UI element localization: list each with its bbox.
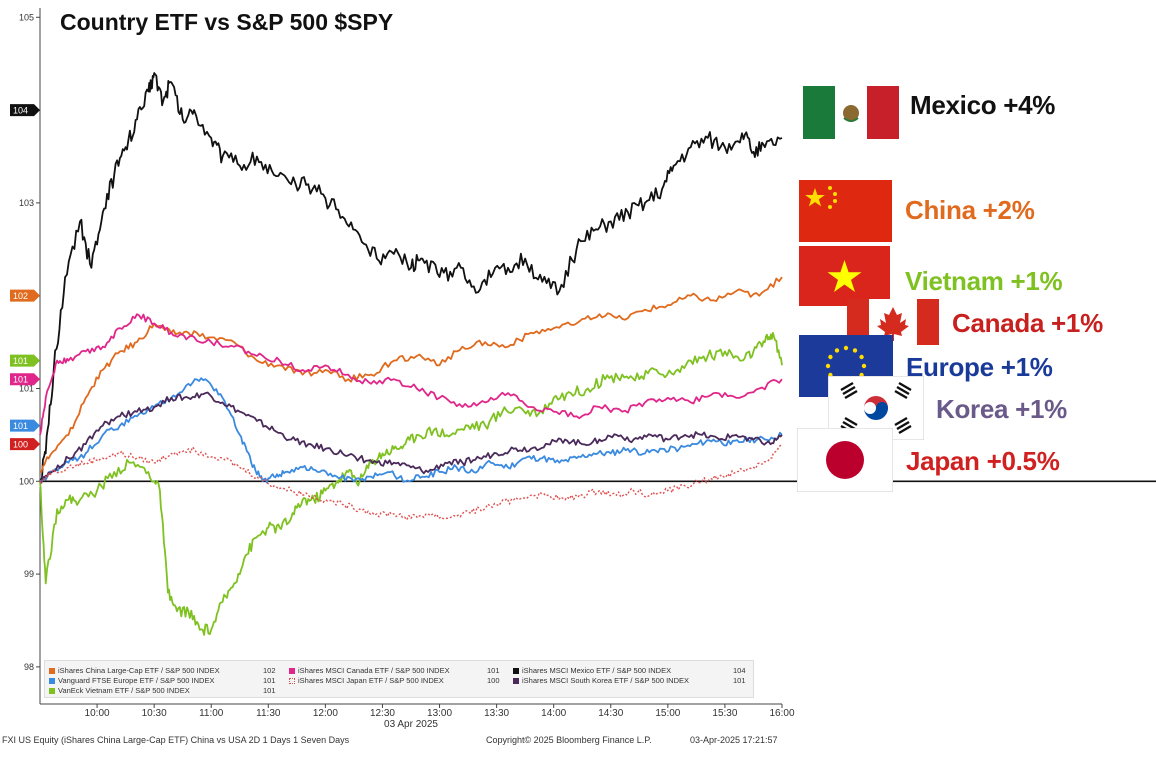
x-tick-label: 14:30: [598, 708, 623, 719]
legend-item-europe: Vanguard FTSE Europe ETF / S&P 500 INDEX: [49, 676, 214, 685]
x-tick-label: 15:30: [712, 708, 737, 719]
legend-swatch: [513, 678, 519, 684]
chart-legend: iShares China Large-Cap ETF / S&P 500 IN…: [44, 660, 754, 698]
annotation-korea: Korea +1%: [936, 394, 1067, 424]
legend-value-japan: 100: [487, 676, 500, 685]
x-tick-label: 12:00: [313, 708, 338, 719]
annotation-mexico: Mexico +4%: [910, 90, 1056, 120]
axis-value-tag-label: 101: [13, 375, 28, 385]
chart-title: Country ETF vs S&P 500 $SPY: [60, 9, 393, 35]
legend-item-mexico: iShares MSCI Mexico ETF / S&P 500 INDEX: [513, 666, 671, 675]
x-tick-label: 13:30: [484, 708, 509, 719]
x-tick-label: 14:00: [541, 708, 566, 719]
y-tick-label: 103: [19, 198, 34, 208]
legend-swatch: [289, 678, 295, 684]
legend-label: VanEck Vietnam ETF / S&P 500 INDEX: [58, 686, 190, 695]
legend-swatch: [289, 668, 295, 674]
axis-value-tag: [10, 289, 40, 302]
series-line: [40, 276, 783, 473]
y-tick-label: 101: [19, 383, 34, 393]
eu-star-icon: [852, 348, 858, 353]
axis-value-tag-label: 101: [13, 421, 28, 431]
legend-item-vietnam: VanEck Vietnam ETF / S&P 500 INDEX: [49, 686, 190, 695]
mexico-flag-icon: [803, 86, 899, 139]
japan-flag-icon: [797, 428, 893, 492]
legend-item-canada: iShares MSCI Canada ETF / S&P 500 INDEX: [289, 666, 450, 675]
legend-swatch: [49, 668, 55, 674]
legend-value-china: 102: [263, 666, 276, 675]
legend-item-korea: iShares MSCI South Korea ETF / S&P 500 I…: [513, 676, 689, 685]
legend-value-korea: 101: [733, 676, 746, 685]
legend-label: iShares MSCI Canada ETF / S&P 500 INDEX: [298, 666, 450, 675]
axis-value-tag: [10, 354, 40, 367]
annotation-canada: Canada +1%: [952, 308, 1103, 338]
axis-value-tag: [10, 438, 40, 451]
legend-value-vietnam: 101: [263, 686, 276, 695]
y-tick-label: 105: [19, 12, 34, 22]
footer-copyright: Copyright© 2025 Bloomberg Finance L.P.: [486, 735, 652, 745]
annotation-china: China +2%: [905, 195, 1035, 225]
axis-value-tag-label: 100: [13, 440, 28, 450]
x-tick-label: 12:30: [370, 708, 395, 719]
footer-timestamp: 03-Apr-2025 17:21:57: [690, 735, 778, 745]
legend-swatch: [49, 678, 55, 684]
series-line: [39, 391, 783, 484]
axis-value-tag: [10, 419, 40, 432]
legend-item-china: iShares China Large-Cap ETF / S&P 500 IN…: [49, 666, 220, 675]
x-tick-label: 15:00: [655, 708, 680, 719]
y-tick-label: 98: [24, 662, 34, 672]
axis-value-tag-label: 101: [13, 356, 28, 366]
series-line: [39, 443, 783, 521]
y-tick-label: 100: [19, 476, 34, 486]
eu-star-icon: [825, 363, 831, 369]
canada-flag-icon: [847, 299, 939, 345]
axis-value-tag-label: 104: [13, 106, 28, 116]
x-axis-date-label: 03 Apr 2025: [384, 719, 438, 730]
x-tick-label: 11:00: [199, 708, 224, 719]
x-tick-label: 10:00: [85, 708, 110, 719]
annotation-japan: Japan +0.5%: [906, 446, 1060, 476]
x-tick-label: 11:30: [256, 708, 281, 719]
legend-label: iShares China Large-Cap ETF / S&P 500 IN…: [58, 666, 220, 675]
eu-star-icon: [828, 354, 833, 360]
axis-value-tag: [10, 104, 40, 117]
series-line: [39, 331, 783, 636]
vietnam-flag-icon: [799, 246, 890, 306]
x-tick-label: 16:00: [769, 708, 794, 719]
china-flag-icon: [799, 180, 892, 242]
annotation-vietnam: Vietnam +1%: [905, 266, 1063, 296]
legend-label: iShares MSCI South Korea ETF / S&P 500 I…: [522, 676, 690, 685]
axis-value-tag-label: 102: [13, 291, 28, 301]
legend-swatch: [513, 668, 519, 674]
eu-star-icon: [843, 345, 849, 351]
legend-label: iShares MSCI Mexico ETF / S&P 500 INDEX: [522, 666, 672, 675]
y-tick-label: 99: [24, 569, 34, 579]
axis-value-tag: [10, 373, 40, 386]
series-line: [39, 313, 783, 436]
legend-value-mexico: 104: [733, 666, 746, 675]
legend-item-japan: iShares MSCI Japan ETF / S&P 500 INDEX: [289, 676, 444, 685]
legend-value-europe: 101: [263, 676, 276, 685]
x-ticks: 10:00 10:30 11:00 11:30 12:00 12:30 13:00 13:30…: [85, 704, 795, 719]
eu-star-icon: [861, 363, 867, 369]
annotation-europe: Europe +1%: [906, 352, 1053, 382]
x-tick-label: 13:00: [427, 708, 452, 719]
x-tick-label: 10:30: [142, 708, 167, 719]
eu-star-icon: [859, 354, 864, 360]
series-layer: [39, 72, 783, 636]
footer-security-info: FXI US Equity (iShares China Large-Cap E…: [2, 735, 350, 745]
eu-star-icon: [834, 348, 840, 353]
legend-label: Vanguard FTSE Europe ETF / S&P 500 INDEX: [58, 676, 215, 685]
legend-swatch: [49, 688, 55, 694]
legend-value-canada: 101: [487, 666, 500, 675]
legend-label: iShares MSCI Japan ETF / S&P 500 INDEX: [298, 676, 444, 685]
series-line: [39, 72, 783, 482]
